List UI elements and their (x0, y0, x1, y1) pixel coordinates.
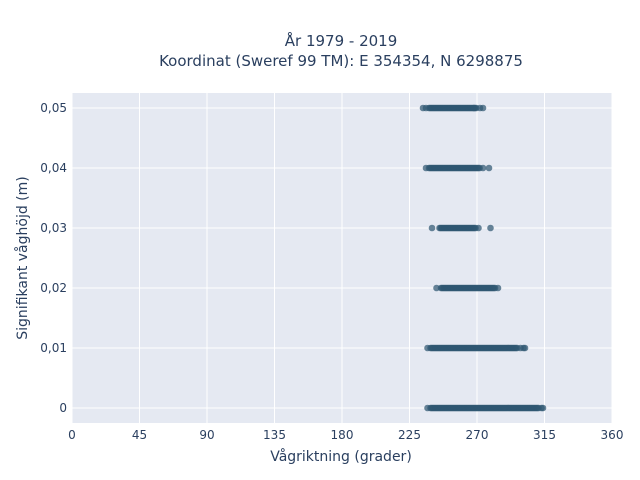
data-point (521, 344, 529, 352)
x-tick-label: 45 (132, 428, 147, 442)
data-point (424, 404, 431, 412)
data-point (485, 164, 493, 172)
data-point (487, 224, 494, 232)
chart-title-line-1: År 1979 - 2019 (285, 31, 398, 50)
data-point (470, 104, 478, 112)
x-tick-label: 270 (466, 428, 489, 442)
x-tick-label: 135 (263, 428, 286, 442)
y-axis-title: Signifikant våghöjd (m) (14, 176, 31, 339)
y-tick-label: 0,03 (40, 221, 67, 235)
data-point (475, 224, 482, 232)
y-tick-label: 0,01 (40, 341, 67, 355)
data-point (428, 224, 436, 232)
data-point (479, 164, 487, 172)
y-tick-label: 0,04 (40, 161, 67, 175)
data-point (494, 284, 502, 292)
y-tick-label: 0 (59, 401, 67, 415)
data-point (433, 284, 440, 292)
chart-title-line-2: Koordinat (Sweref 99 TM): E 354354, N 62… (159, 52, 523, 70)
y-tick-label: 0,02 (40, 281, 67, 295)
x-tick-label: 225 (398, 428, 421, 442)
x-tick-label: 0 (68, 428, 76, 442)
y-tick-label: 0,05 (40, 101, 67, 115)
x-tick-label: 315 (533, 428, 556, 442)
x-tick-label: 360 (601, 428, 624, 442)
data-point (422, 104, 430, 112)
x-tick-label: 90 (199, 428, 214, 442)
data-point (539, 404, 547, 412)
y-axis-ticks: 0 0,01 0,02 0,03 0,04 0,05 (40, 101, 67, 415)
data-point (479, 104, 487, 112)
x-axis-ticks: 0 45 90 135 180 225 270 315 360 (68, 428, 623, 442)
data-point (424, 344, 431, 352)
data-point (422, 164, 430, 172)
data-points (419, 104, 547, 412)
x-tick-label: 180 (331, 428, 354, 442)
x-axis-title: Vågriktning (grader) (270, 448, 412, 465)
